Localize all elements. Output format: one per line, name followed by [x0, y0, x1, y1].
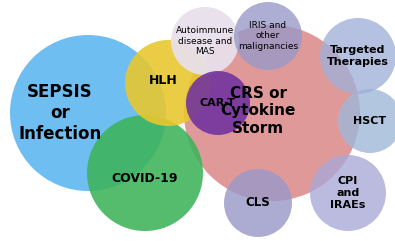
Circle shape — [125, 40, 211, 126]
Circle shape — [10, 35, 166, 191]
Text: Autoimmune
disease and
MAS: Autoimmune disease and MAS — [176, 26, 234, 56]
Text: HSCT: HSCT — [354, 116, 387, 126]
Circle shape — [171, 7, 239, 75]
Circle shape — [338, 89, 395, 153]
Circle shape — [310, 155, 386, 231]
Circle shape — [87, 115, 203, 231]
Circle shape — [234, 2, 302, 70]
Text: SEPSIS
or
Infection: SEPSIS or Infection — [19, 83, 102, 143]
Text: Targeted
Therapies: Targeted Therapies — [327, 45, 389, 67]
Text: CAR-T: CAR-T — [200, 98, 236, 108]
Text: CPI
and
IRAEs: CPI and IRAEs — [330, 176, 366, 210]
Circle shape — [320, 18, 395, 94]
Circle shape — [186, 71, 250, 135]
Circle shape — [224, 169, 292, 237]
Text: IRIS and
other
malignancies: IRIS and other malignancies — [238, 21, 298, 51]
Text: CLS: CLS — [246, 196, 270, 209]
Text: HLH: HLH — [149, 74, 177, 87]
Circle shape — [184, 25, 360, 201]
Text: CRS or
Cytokine
Storm: CRS or Cytokine Storm — [220, 86, 296, 136]
Text: COVID-19: COVID-19 — [112, 173, 178, 186]
